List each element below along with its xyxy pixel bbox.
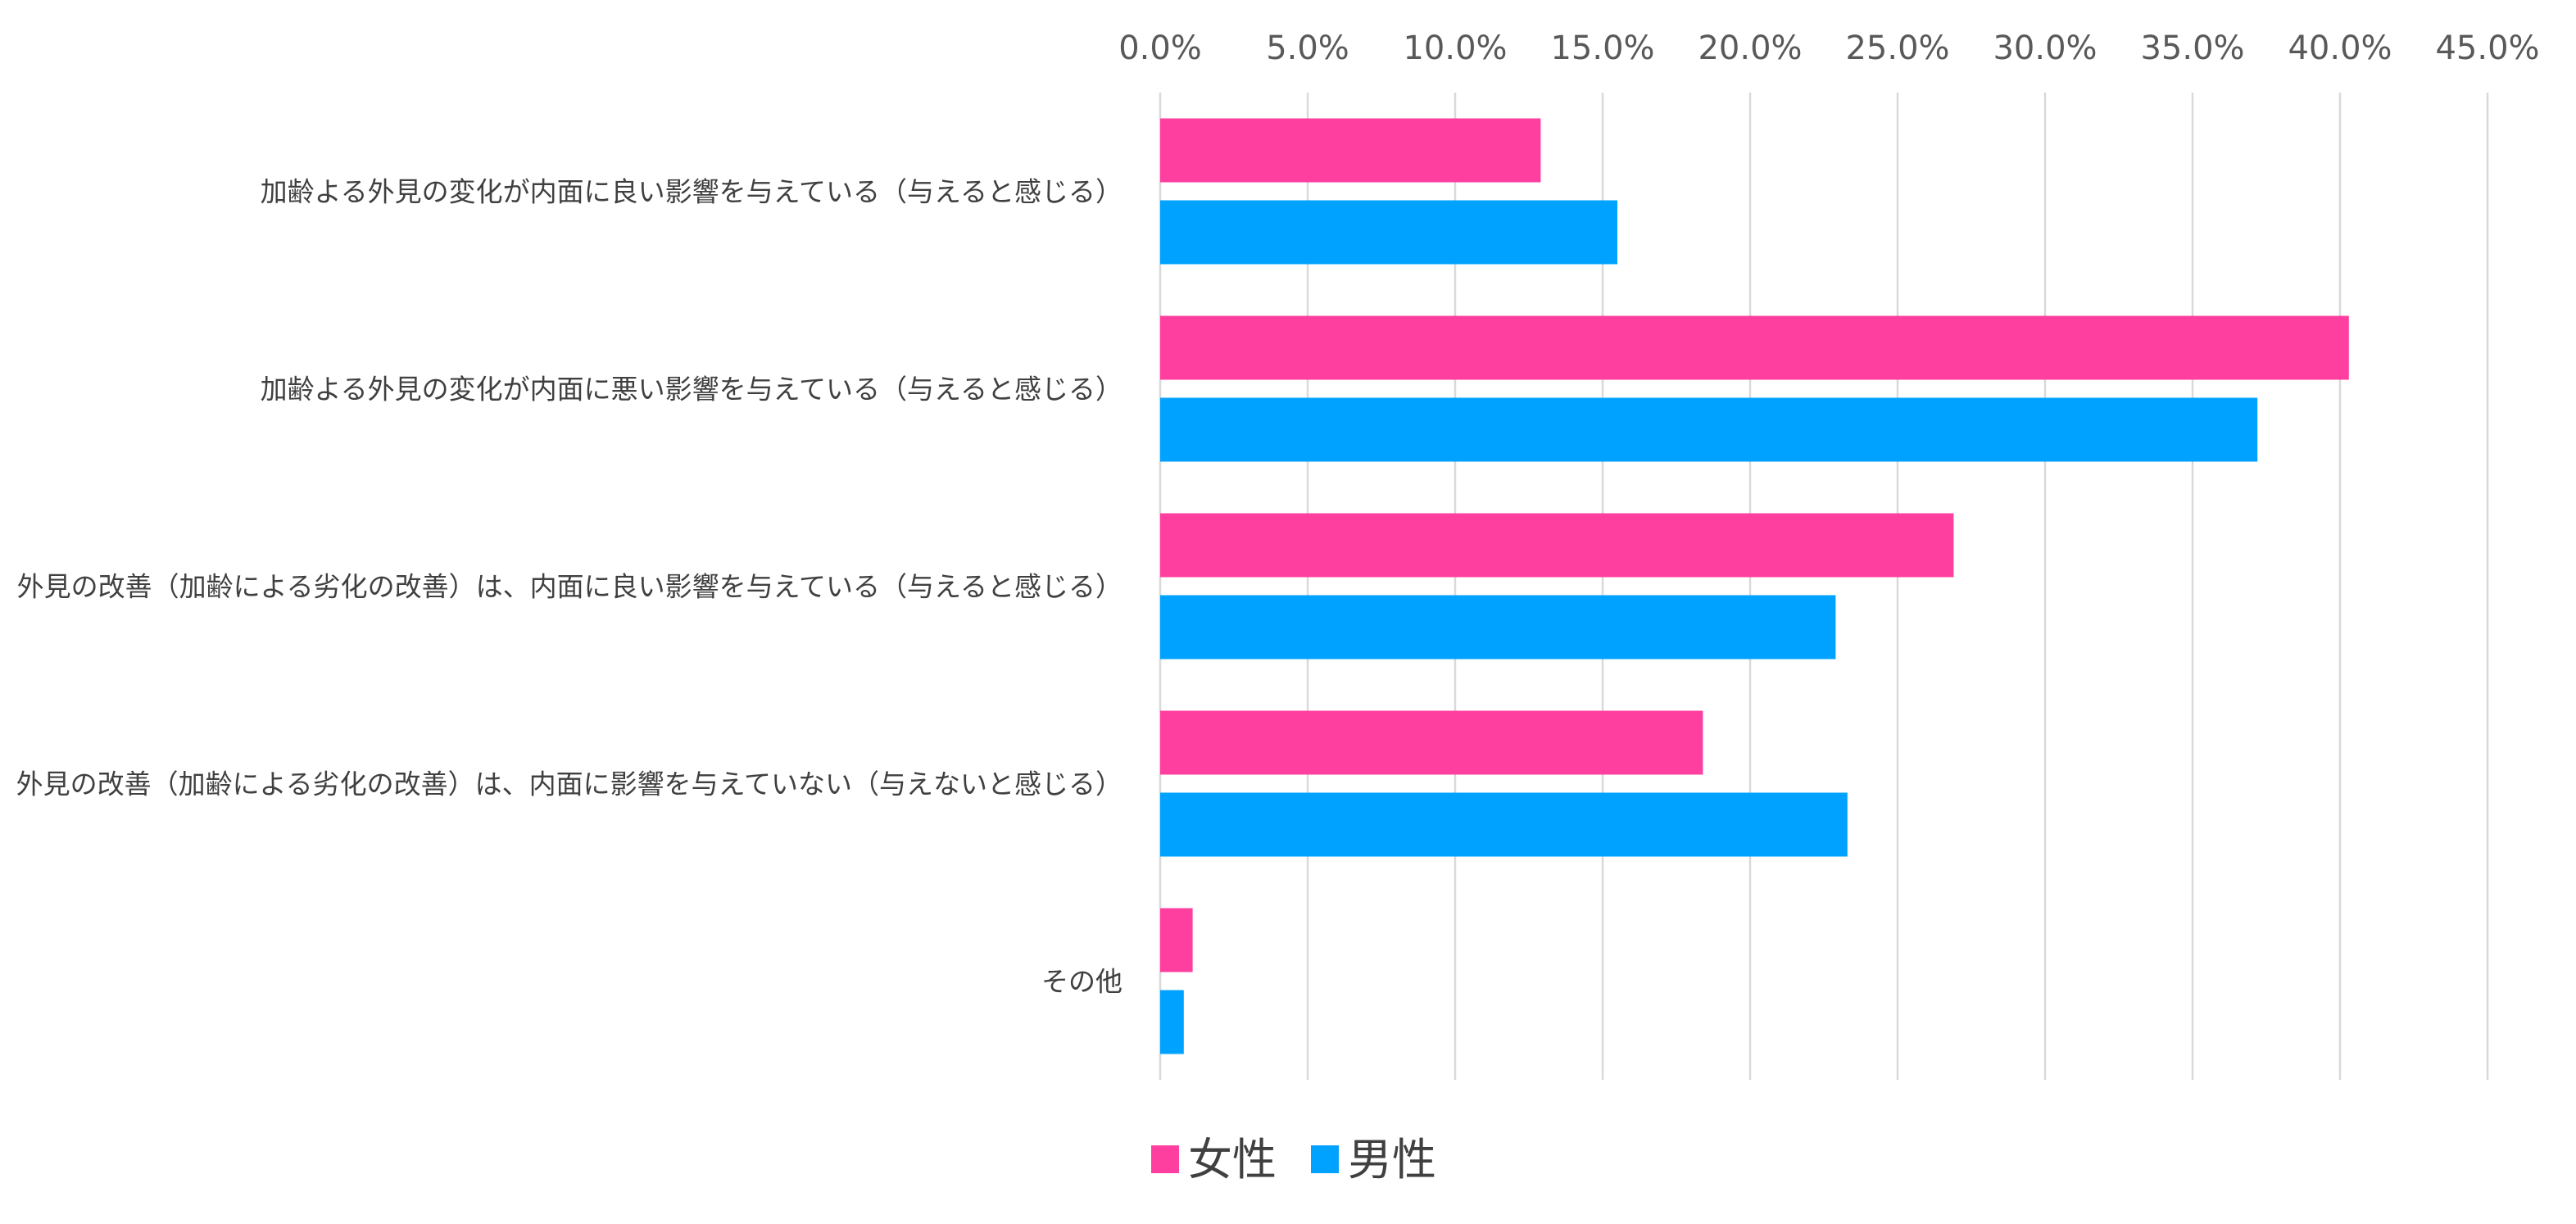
bar-female xyxy=(1160,315,2349,380)
category-labels: 加齢よる外見の変化が内面に良い影響を与えている（与えると感じる） 加齢よる外見の変… xyxy=(16,176,1122,998)
category-label: その他 xyxy=(1041,966,1122,998)
x-tick-label: 40.0% xyxy=(2288,29,2392,67)
legend: 女性 男性 xyxy=(1151,1134,1436,1185)
bar-female xyxy=(1160,710,1703,775)
legend-label-female: 女性 xyxy=(1188,1134,1277,1185)
bars xyxy=(1160,118,2349,1054)
bar-male xyxy=(1160,792,1848,857)
bar-male xyxy=(1160,595,1836,660)
bar-male xyxy=(1160,200,1617,265)
x-tick-label: 5.0% xyxy=(1266,29,1349,67)
bar-female xyxy=(1160,908,1193,972)
x-tick-label: 45.0% xyxy=(2435,29,2539,67)
bar-male xyxy=(1160,397,2258,462)
category-label: 外見の改善（加齢による劣化の改善）は、内面に良い影響を与えている（与えると感じる… xyxy=(17,571,1122,603)
x-tick-label: 30.0% xyxy=(1993,29,2097,67)
bar-female xyxy=(1160,513,1954,578)
legend-label-male: 男性 xyxy=(1348,1134,1436,1185)
bar-male xyxy=(1160,990,1184,1054)
x-axis-tick-labels: 0.0% 5.0% 10.0% 15.0% 20.0% 25.0% 30.0% 35.0% 40… xyxy=(1118,29,2539,67)
x-tick-label: 10.0% xyxy=(1403,29,1507,67)
legend-swatch-female xyxy=(1151,1145,1179,1173)
category-label: 外見の改善（加齢による劣化の改善）は、内面に影響を与えていない（与えないと感じる… xyxy=(16,768,1122,800)
category-label: 加齢よる外見の変化が内面に悪い影響を与えている（与えると感じる） xyxy=(261,374,1122,406)
legend-swatch-male xyxy=(1311,1145,1339,1173)
x-tick-label: 15.0% xyxy=(1550,29,1654,67)
bar-female xyxy=(1160,118,1541,183)
x-tick-label: 25.0% xyxy=(1845,29,1949,67)
x-tick-label: 20.0% xyxy=(1698,29,1802,67)
x-tick-label: 35.0% xyxy=(2140,29,2244,67)
x-tick-label: 0.0% xyxy=(1118,29,1202,67)
category-label: 加齢よる外見の変化が内面に良い影響を与えている（与えると感じる） xyxy=(261,176,1122,208)
